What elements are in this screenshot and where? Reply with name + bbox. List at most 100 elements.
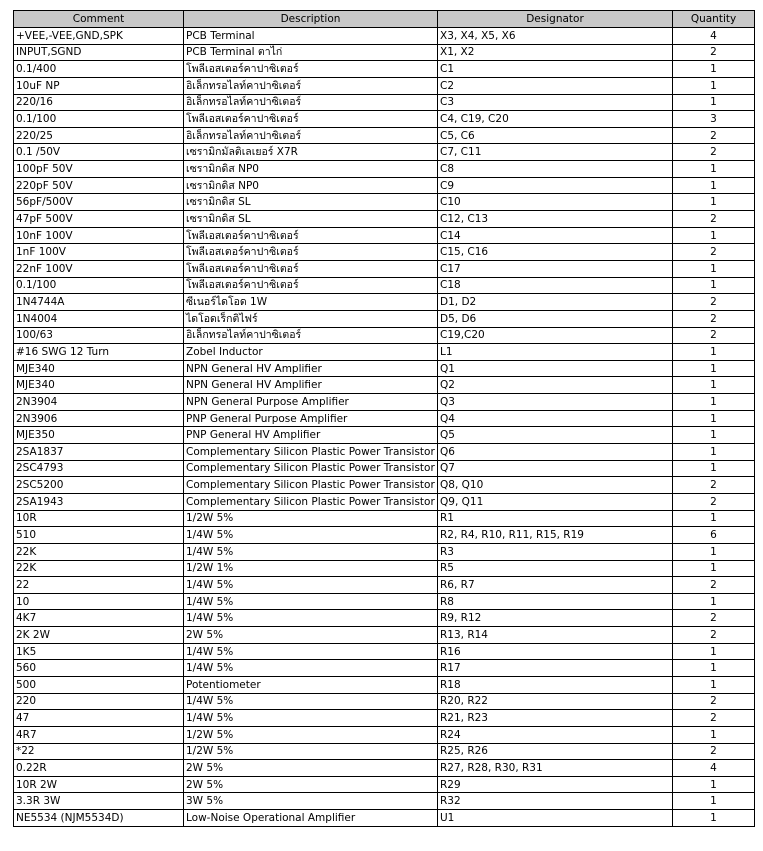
cell-comment: 3.3R 3W — [13, 792, 184, 811]
cell-description: 2W 5% — [183, 775, 438, 794]
cell-comment: 47 — [13, 709, 184, 727]
table-row: 220 1/4W 5% R20, R22 2 — [13, 692, 755, 711]
cell-description: 1/4W 5% — [183, 592, 438, 611]
cell-description: NPN General HV Amplifier — [183, 376, 438, 395]
cell-designator: R17 — [437, 659, 673, 677]
cell-description: 1/4W 5% — [183, 692, 438, 711]
cell-quantity: 2 — [672, 143, 755, 162]
cell-quantity: 1 — [672, 659, 755, 677]
cell-designator: D1, D2 — [437, 293, 673, 311]
cell-designator: Q4 — [437, 409, 673, 428]
cell-designator: Q6 — [437, 443, 673, 461]
cell-quantity: 1 — [672, 393, 755, 411]
cell-comment: *22 — [13, 742, 184, 761]
table-row: 10R 2W 2W 5% R29 1 — [13, 775, 755, 794]
cell-comment: 22K — [13, 542, 184, 561]
cell-comment: 22K — [13, 559, 184, 578]
table-row: 1N4004 ไดโอดเร็กติไฟร์ D5, D6 2 — [13, 309, 755, 328]
table-row: 560 1/4W 5% R17 1 — [13, 659, 755, 677]
cell-description: Complementary Silicon Plastic Power Tran… — [183, 492, 438, 511]
cell-description: เซรามิกดิส SL — [183, 193, 438, 212]
cell-comment: 2K 2W — [13, 626, 184, 644]
cell-comment: 1N4004 — [13, 309, 184, 328]
cell-quantity: 2 — [672, 576, 755, 594]
cell-description: อิเล็กทรอไลท์คาปาซิเตอร์ — [183, 326, 438, 345]
cell-comment: 0.22R — [13, 759, 184, 777]
cell-description: Zobel Inductor — [183, 343, 438, 361]
cell-designator: R21, R23 — [437, 709, 673, 727]
table-row: 10nF 100V โพลีเอสเตอร์คาปาซิเตอร์ C14 1 — [13, 226, 755, 245]
cell-quantity: 2 — [672, 609, 755, 628]
cell-comment: 22nF 100V — [13, 259, 184, 278]
table-row: 1nF 100V โพลีเอสเตอร์คาปาซิเตอร์ C15, C16 2 — [13, 243, 755, 261]
table-row: 2K 2W 2W 5% R13, R14 2 — [13, 626, 755, 644]
table-row: 1N4744A ซีเนอร์ไดโอด 1W D1, D2 2 — [13, 293, 755, 311]
table-row: 2SA1837 Complementary Silicon Plastic Pow… — [13, 443, 755, 461]
cell-designator: U1 — [437, 809, 673, 827]
table-row: 0.1/100 โพลีเอสเตอร์คาปาซิเตอร์ C4, C19, C… — [13, 110, 755, 128]
table-row: 47 1/4W 5% R21, R23 2 — [13, 709, 755, 727]
table-row: 220/16 อิเล็กทรอไลท์คาปาซิเตอร์ C3 1 — [13, 93, 755, 112]
cell-quantity: 1 — [672, 93, 755, 112]
cell-designator: Q5 — [437, 426, 673, 445]
cell-quantity: 1 — [672, 376, 755, 395]
cell-quantity: 1 — [672, 276, 755, 295]
cell-designator: C4, C19, C20 — [437, 110, 673, 128]
header-row: Comment Description Designator Quantity — [13, 10, 755, 28]
cell-designator: C19,C20 — [437, 326, 673, 345]
cell-quantity: 1 — [672, 509, 755, 528]
cell-description: โพลีเอสเตอร์คาปาซิเตอร์ — [183, 60, 438, 78]
cell-description: 2W 5% — [183, 759, 438, 777]
table-row: 220pF 50V เซรามิกดิส NP0 C9 1 — [13, 176, 755, 195]
cell-designator: R24 — [437, 725, 673, 744]
cell-quantity: 2 — [672, 43, 755, 62]
cell-quantity: 1 — [672, 259, 755, 278]
table-row: 100/63 อิเล็กทรอไลท์คาปาซิเตอร์ C19,C20 2 — [13, 326, 755, 345]
cell-comment: 10R — [13, 509, 184, 528]
cell-quantity: 2 — [672, 309, 755, 328]
cell-comment: +VEE,-VEE,GND,SPK — [13, 27, 184, 45]
cell-description: 1/4W 5% — [183, 609, 438, 628]
cell-quantity: 1 — [672, 409, 755, 428]
cell-comment: 2SC5200 — [13, 476, 184, 494]
table-row: MJE340 NPN General HV Amplifier Q2 1 — [13, 376, 755, 395]
cell-description: อิเล็กทรอไลท์คาปาซิเตอร์ — [183, 126, 438, 145]
cell-description: 1/4W 5% — [183, 542, 438, 561]
cell-designator: C5, C6 — [437, 126, 673, 145]
cell-quantity: 1 — [672, 809, 755, 827]
cell-comment: 0.1/400 — [13, 60, 184, 78]
cell-comment: 2SA1943 — [13, 492, 184, 511]
cell-description: 1/2W 5% — [183, 509, 438, 528]
cell-designator: D5, D6 — [437, 309, 673, 328]
table-row: 2N3906 PNP General Purpose Amplifier Q4 1 — [13, 409, 755, 428]
cell-comment: 1K5 — [13, 642, 184, 661]
cell-comment: 220/25 — [13, 126, 184, 145]
cell-description: 2W 5% — [183, 626, 438, 644]
cell-quantity: 2 — [672, 326, 755, 345]
cell-designator: R13, R14 — [437, 626, 673, 644]
cell-designator: C15, C16 — [437, 243, 673, 261]
cell-comment: NE5534 (NJM5534D) — [13, 809, 184, 827]
cell-comment: MJE340 — [13, 359, 184, 378]
cell-quantity: 1 — [672, 725, 755, 744]
cell-quantity: 1 — [672, 792, 755, 811]
cell-quantity: 1 — [672, 76, 755, 95]
cell-comment: 2SA1837 — [13, 443, 184, 461]
table-row: 2SA1943 Complementary Silicon Plastic Pow… — [13, 492, 755, 511]
cell-description: เซรามิกดิส NP0 — [183, 176, 438, 195]
cell-description: ซีเนอร์ไดโอด 1W — [183, 293, 438, 311]
cell-comment: 4R7 — [13, 725, 184, 744]
cell-quantity: 3 — [672, 110, 755, 128]
cell-comment: MJE340 — [13, 376, 184, 395]
cell-designator: C18 — [437, 276, 673, 295]
cell-designator: C10 — [437, 193, 673, 212]
cell-comment: 1nF 100V — [13, 243, 184, 261]
table-row: 0.1 /50V เซรามิกมัลติเลเยอร์ X7R C7, C11 2 — [13, 143, 755, 162]
cell-comment: 220pF 50V — [13, 176, 184, 195]
cell-quantity: 1 — [672, 359, 755, 378]
cell-designator: R8 — [437, 592, 673, 611]
cell-comment: INPUT,SGND — [13, 43, 184, 62]
cell-comment: 22 — [13, 576, 184, 594]
cell-designator: Q7 — [437, 459, 673, 478]
cell-quantity: 2 — [672, 709, 755, 727]
